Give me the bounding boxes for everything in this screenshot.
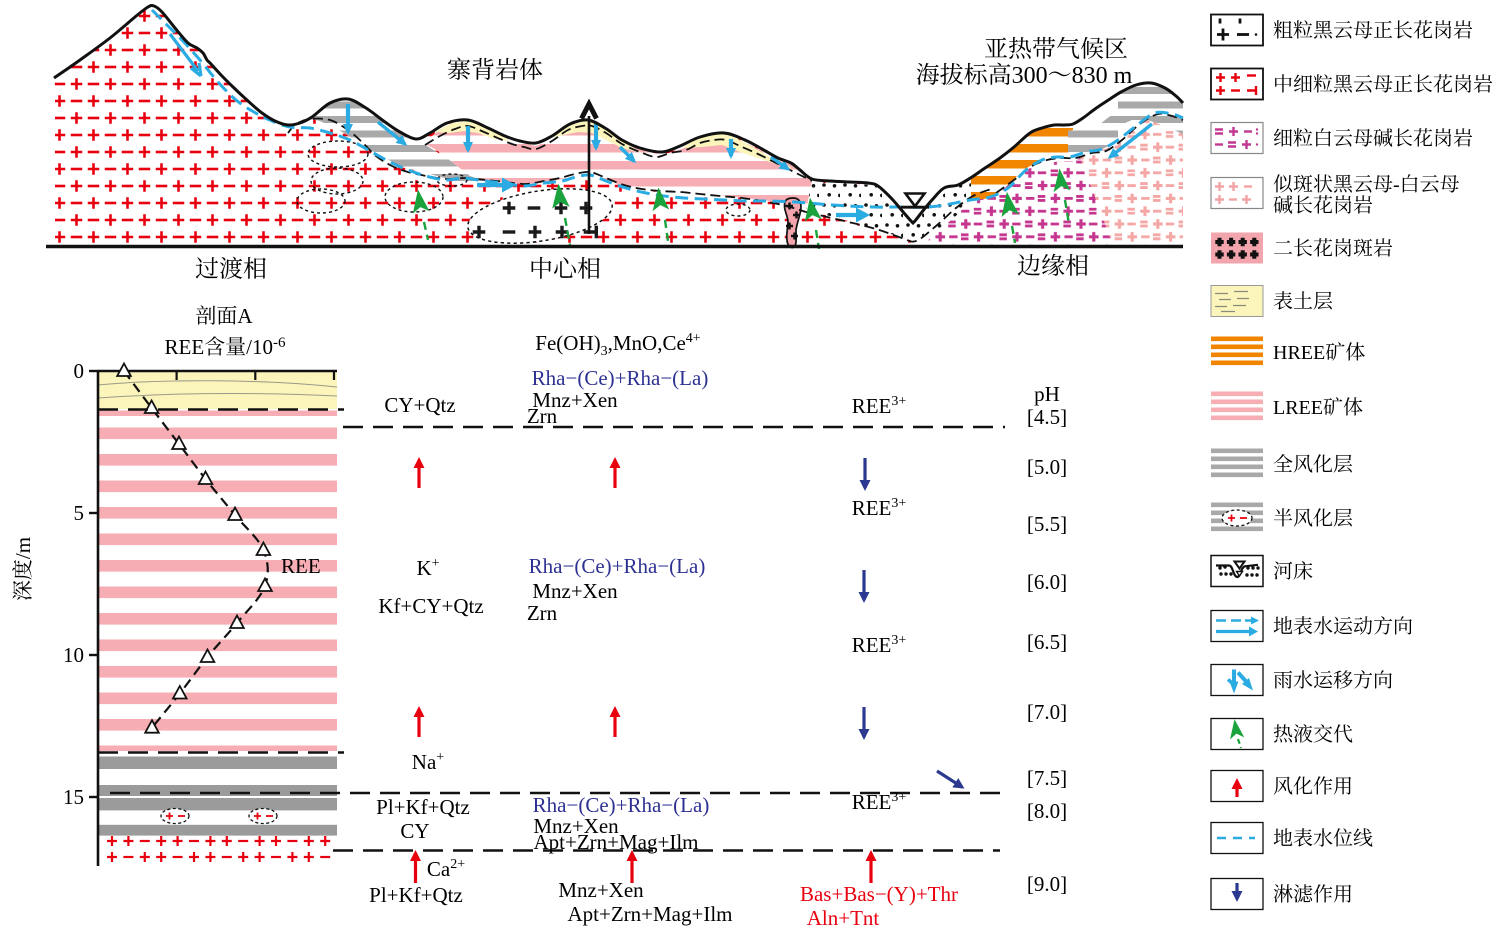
svg-text:亚热带气候区: 亚热带气候区 [984, 36, 1128, 63]
svg-text:[6.5]: [6.5] [1027, 630, 1067, 654]
svg-text:细粒白云母碱长花岗岩: 细粒白云母碱长花岗岩 [1273, 122, 1473, 151]
svg-text:地表水位线: 地表水位线 [1273, 822, 1373, 851]
svg-text:CY: CY [400, 819, 429, 843]
svg-text:中心相: 中心相 [529, 256, 601, 283]
svg-text:[4.5]: [4.5] [1027, 405, 1067, 429]
svg-text:雨水运移方向: 雨水运移方向 [1273, 664, 1393, 693]
svg-text:Aln+Tnt: Aln+Tnt [807, 906, 880, 930]
svg-text:pH: pH [1034, 382, 1060, 406]
svg-text:剖面A: 剖面A [195, 300, 253, 330]
svg-text:边缘相: 边缘相 [1017, 253, 1089, 280]
svg-text:全风化层: 全风化层 [1273, 448, 1353, 477]
svg-text:Apt+Zrn+Mag+Ilm: Apt+Zrn+Mag+Ilm [567, 902, 732, 926]
svg-text:热液交代: 热液交代 [1273, 718, 1353, 747]
svg-text:Zrn: Zrn [527, 404, 558, 428]
svg-text:[7.5]: [7.5] [1027, 766, 1067, 790]
svg-text:似斑状黑云母-白云母: 似斑状黑云母-白云母 [1273, 168, 1460, 197]
svg-text:寨背岩体: 寨背岩体 [447, 57, 543, 84]
svg-text:5: 5 [74, 501, 85, 525]
svg-text:半风化层: 半风化层 [1273, 502, 1353, 531]
svg-text:中细粒黑云母正长花岗岩: 中细粒黑云母正长花岗岩 [1273, 68, 1493, 97]
svg-text:Mnz+Xen: Mnz+Xen [533, 814, 619, 838]
svg-text:REE3+: REE3+ [852, 790, 907, 814]
svg-text:深度/m: 深度/m [7, 537, 37, 601]
svg-text:Pl+Kf+Qtz: Pl+Kf+Qtz [369, 883, 463, 907]
svg-text:Rha−(Ce)+Rha−(La): Rha−(Ce)+Rha−(La) [533, 793, 710, 817]
svg-text:Fe(OH)3,MnO,Ce4+: Fe(OH)3,MnO,Ce4+ [535, 331, 701, 359]
svg-text:REE: REE [281, 554, 321, 578]
svg-text:Kf+CY+Qtz: Kf+CY+Qtz [378, 594, 483, 618]
svg-text:Mnz+Xen: Mnz+Xen [532, 579, 618, 603]
svg-text:风化作用: 风化作用 [1273, 770, 1353, 799]
svg-text:Apt+Zrn+Mag+Ilm: Apt+Zrn+Mag+Ilm [533, 830, 698, 854]
svg-text:Zrn: Zrn [527, 601, 558, 625]
svg-text:河床: 河床 [1273, 555, 1313, 584]
svg-text:二长花岗斑岩: 二长花岗斑岩 [1273, 232, 1393, 261]
svg-text:REE含量/10-6: REE含量/10-6 [165, 331, 286, 361]
svg-text:HREE矿体: HREE矿体 [1273, 336, 1365, 365]
svg-text:海拔标高300～830 m: 海拔标高300～830 m [916, 62, 1133, 89]
svg-text:10: 10 [63, 643, 84, 667]
svg-text:[5.0]: [5.0] [1027, 455, 1067, 479]
svg-text:地表水运动方向: 地表水运动方向 [1273, 610, 1413, 639]
svg-text:[6.0]: [6.0] [1027, 570, 1067, 594]
svg-text:[5.5]: [5.5] [1027, 512, 1067, 536]
svg-text:Mnz+Xen: Mnz+Xen [558, 878, 644, 902]
svg-text:碱长花岗岩: 碱长花岗岩 [1273, 189, 1373, 218]
svg-text:Pl+Kf+Qtz: Pl+Kf+Qtz [376, 795, 470, 819]
svg-text:Rha−(Ce)+Rha−(La): Rha−(Ce)+Rha−(La) [529, 554, 706, 578]
svg-text:[9.0]: [9.0] [1027, 872, 1067, 896]
svg-text:LREE矿体: LREE矿体 [1273, 391, 1363, 420]
svg-text:Bas+Bas−(Y)+Thr: Bas+Bas−(Y)+Thr [800, 882, 958, 906]
svg-text:粗粒黑云母正长花岗岩: 粗粒黑云母正长花岗岩 [1273, 14, 1473, 43]
svg-text:淋滤作用: 淋滤作用 [1273, 878, 1353, 907]
svg-text:过渡相: 过渡相 [195, 256, 267, 283]
svg-text:[7.0]: [7.0] [1027, 700, 1067, 724]
svg-text:Mnz+Xen: Mnz+Xen [532, 388, 618, 412]
svg-text:表土层: 表土层 [1273, 285, 1333, 314]
svg-text:15: 15 [63, 785, 84, 809]
svg-text:0: 0 [74, 359, 85, 383]
svg-text:[8.0]: [8.0] [1027, 799, 1067, 823]
svg-text:Rha−(Ce)+Rha−(La): Rha−(Ce)+Rha−(La) [532, 366, 709, 390]
svg-text:CY+Qtz: CY+Qtz [384, 393, 455, 417]
